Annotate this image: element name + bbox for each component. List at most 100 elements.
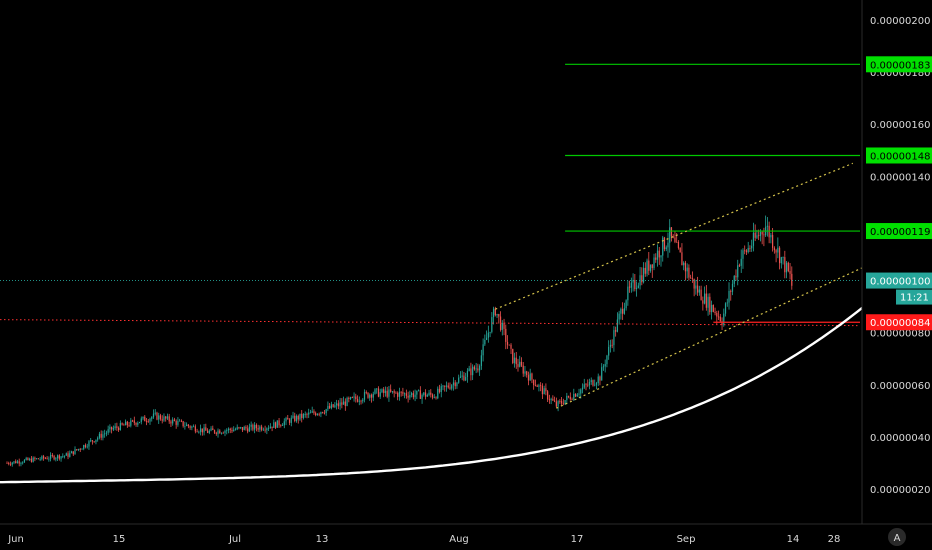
- candle: [186, 422, 188, 427]
- parabolic-curve[interactable]: [0, 131, 932, 484]
- candle-body: [25, 458, 27, 460]
- candle: [156, 411, 158, 421]
- candle: [276, 420, 278, 428]
- candle-body: [203, 427, 205, 433]
- candle: [121, 422, 123, 426]
- candle: [733, 275, 735, 288]
- candle: [112, 425, 114, 432]
- price-axis[interactable]: 0.00000020 0.00000040 0.00000060 0.00000080…: [861, 0, 932, 550]
- candle-body: [180, 420, 183, 422]
- candle: [520, 357, 523, 367]
- candle: [709, 293, 711, 315]
- candle-body: [587, 384, 589, 386]
- candle-body: [276, 420, 278, 428]
- candle-body: [601, 367, 603, 381]
- candle-body: [550, 398, 552, 401]
- candle: [34, 456, 36, 462]
- candle-body: [709, 296, 711, 313]
- candle-body: [20, 462, 22, 464]
- x-tick-label: Sep: [677, 534, 696, 545]
- candle: [315, 411, 317, 417]
- candle-body: [430, 392, 432, 395]
- candle-body: [756, 235, 758, 238]
- current-price-label: 0.00000100: [870, 277, 930, 288]
- candle-body: [562, 403, 564, 405]
- candle: [601, 363, 603, 381]
- candle: [527, 371, 530, 386]
- candle-body: [758, 235, 760, 237]
- candle-body: [58, 455, 60, 459]
- candle-body: [703, 293, 706, 304]
- candle-body: [597, 376, 599, 384]
- candle-body: [424, 392, 427, 397]
- candle: [393, 389, 395, 398]
- candle: [576, 392, 578, 397]
- auto-scale-button[interactable]: [888, 528, 906, 546]
- candle-body: [733, 275, 735, 284]
- candle: [667, 232, 669, 258]
- candle: [374, 388, 376, 395]
- candle: [663, 236, 666, 252]
- candle: [227, 427, 230, 434]
- candle-body: [726, 302, 728, 304]
- candle: [9, 461, 12, 467]
- candle: [616, 312, 619, 333]
- candle: [203, 423, 205, 436]
- candle-body: [118, 427, 120, 431]
- candle: [84, 443, 87, 449]
- candle-body: [646, 260, 648, 274]
- candle: [313, 409, 315, 415]
- candle-body: [677, 241, 680, 248]
- candle-body: [656, 250, 659, 260]
- candle-body: [404, 393, 406, 395]
- candle: [644, 262, 646, 277]
- candle-body: [635, 287, 638, 289]
- candle: [344, 398, 346, 411]
- candle: [648, 251, 650, 276]
- candle-body: [219, 430, 221, 434]
- candle: [109, 424, 111, 433]
- candle-body: [334, 405, 336, 408]
- candle-body: [133, 420, 135, 423]
- candle-body: [426, 395, 428, 397]
- candle-body: [571, 399, 573, 401]
- candle: [377, 386, 380, 398]
- candle-body: [503, 322, 505, 329]
- candle-body: [163, 416, 165, 421]
- candle: [642, 262, 645, 284]
- candle-body: [731, 283, 734, 292]
- candle-body: [213, 430, 216, 433]
- candle: [301, 410, 303, 423]
- candle-body: [13, 461, 15, 463]
- candle-body: [628, 286, 631, 288]
- level-price-label: 0.00000119: [870, 227, 930, 238]
- y-tick-label: 0.00000140: [870, 172, 930, 183]
- time-axis[interactable]: Jun 15 Jul 13 Aug 17 Sep 14 28 A: [0, 523, 932, 550]
- candle-body: [346, 397, 348, 406]
- candle-body: [388, 389, 390, 397]
- candle: [594, 379, 596, 387]
- candle: [229, 427, 231, 434]
- candle: [700, 285, 702, 301]
- candle: [660, 254, 662, 267]
- candle-body: [229, 428, 231, 430]
- candle: [620, 307, 622, 320]
- channel-upper-line[interactable]: [495, 162, 854, 310]
- candle-body: [747, 248, 749, 253]
- candle: [233, 426, 235, 432]
- candle-body: [254, 424, 256, 430]
- candle: [747, 241, 749, 254]
- candle: [278, 417, 280, 428]
- candle: [372, 391, 374, 402]
- channel-lower-line[interactable]: [556, 243, 915, 409]
- candle: [404, 392, 406, 399]
- candle: [421, 393, 423, 404]
- candle: [449, 382, 451, 390]
- candle-body: [297, 415, 299, 420]
- candle-body: [348, 397, 350, 399]
- candle: [653, 253, 655, 271]
- candle: [292, 411, 294, 419]
- candle: [124, 419, 127, 426]
